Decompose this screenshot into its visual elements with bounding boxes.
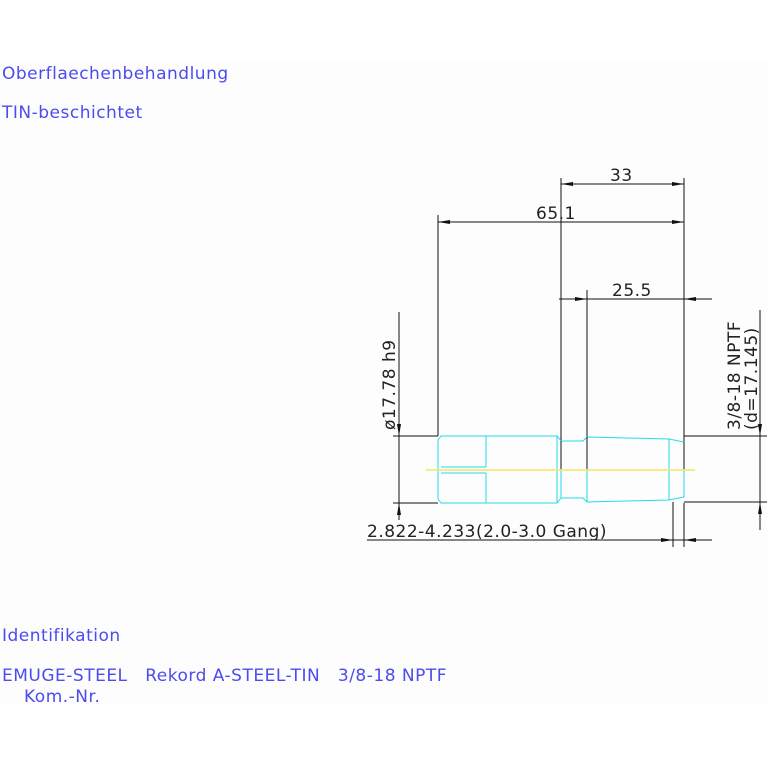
extension-lines [393,178,767,547]
dim-diameter-text: ø17.78 h9 [380,339,400,430]
dimension-shank-diameter: ø17.78 h9 [380,312,401,520]
dimension-shank-length: 33 [561,166,684,186]
dim-33-text: 33 [610,166,633,186]
kom-label: Kom.-Nr. [24,687,100,707]
dimension-thread-diameter: 3/8-18 NPTF (d=17.145) [725,310,762,530]
ident-label: Identifikation [2,626,121,646]
ident-value: EMUGE-STEEL Rekord A-STEEL-TIN 3/8-18 NP… [2,666,447,686]
dim-65-text: 65.1 [536,204,576,224]
dim-25-text: 25.5 [612,281,652,301]
drawing-area [0,60,767,705]
dimension-chamfer: 2.822-4.233(2.0-3.0 Gang) [367,522,712,542]
thread-diameter-text: (d=17.145) [742,327,762,430]
thread-spec-text: 3/8-18 NPTF [725,321,745,430]
dimension-thread-length: 25.5 [559,281,712,301]
surface-value: TIN-beschichtet [1,103,143,123]
chamfer-text: 2.822-4.233(2.0-3.0 Gang) [367,522,607,542]
surface-label: Oberflaechenbehandlung [2,64,229,84]
dimension-total-length: 65.1 [438,204,684,224]
